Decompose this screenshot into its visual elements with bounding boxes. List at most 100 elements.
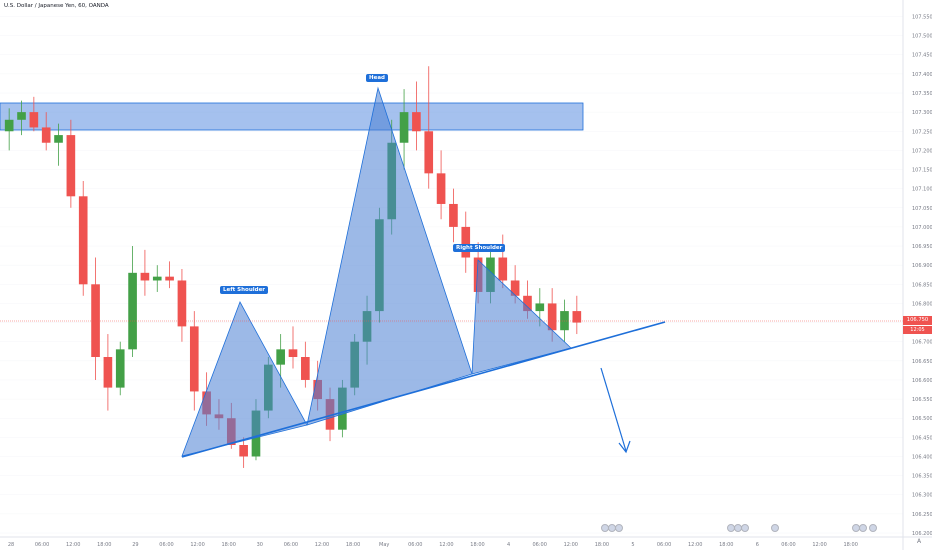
candle-body[interactable] (276, 349, 285, 365)
price-tick-label: 106.650 (912, 359, 932, 365)
price-tick-label: 106.600 (912, 378, 932, 384)
head-label[interactable]: Head (366, 74, 388, 82)
price-tick-label: 107.350 (912, 91, 932, 97)
candle-body[interactable] (17, 112, 26, 120)
candle-body[interactable] (412, 112, 421, 132)
candle-body[interactable] (91, 284, 100, 357)
time-tick-label: May (379, 542, 389, 548)
candle-body[interactable] (29, 112, 39, 128)
candle-body[interactable] (239, 445, 248, 457)
price-tick-label: 107.150 (912, 168, 932, 174)
candle-body[interactable] (498, 257, 508, 281)
time-tick-label: 06:00 (532, 542, 546, 548)
projection-arrow[interactable] (600, 367, 631, 454)
resistance-zone[interactable] (0, 102, 584, 131)
price-tick-label: 107.500 (912, 34, 932, 40)
candle-body[interactable] (177, 280, 187, 327)
candle-body[interactable] (128, 272, 137, 350)
time-tick-label: 6 (756, 542, 759, 548)
time-tick-label: 18:00 (843, 542, 857, 548)
time-tick-label: 18:00 (470, 542, 484, 548)
price-tick-label: 107.200 (912, 148, 932, 154)
candle-body[interactable] (436, 173, 446, 204)
candle-body[interactable] (41, 127, 51, 143)
time-tick-label: 5 (631, 542, 634, 548)
time-tick-label: 18:00 (719, 542, 733, 548)
head-triangle[interactable] (306, 86, 473, 426)
candle-body[interactable] (4, 119, 14, 132)
time-tick-label: 12:00 (564, 542, 578, 548)
neckline-trendline[interactable] (181, 321, 666, 458)
economic-event-icon[interactable] (771, 524, 779, 532)
price-tick-label: 107.300 (912, 110, 932, 116)
candle-countdown-badge: 12:05 (903, 326, 932, 334)
price-tick-label: 107.100 (912, 187, 932, 193)
price-tick-label: 106.500 (912, 416, 932, 422)
price-tick-label: 106.250 (912, 512, 932, 518)
time-tick-label: 06:00 (408, 542, 422, 548)
time-tick-label: 12:00 (315, 542, 329, 548)
candle-body[interactable] (560, 311, 569, 331)
time-tick-label: 18:00 (346, 542, 360, 548)
gear-icon[interactable]: A (917, 538, 922, 545)
economic-event-icon[interactable] (859, 524, 867, 532)
candle-body[interactable] (449, 203, 458, 227)
candle-body[interactable] (189, 326, 199, 392)
time-tick-label: 12:00 (439, 542, 453, 548)
candle-body[interactable] (535, 303, 545, 312)
price-tick-label: 106.400 (912, 454, 932, 460)
time-tick-label: 18:00 (595, 542, 609, 548)
price-axis[interactable]: 107.550 107.500 107.450 107.400 107.350 107.3… (912, 14, 932, 537)
candle-body[interactable] (140, 272, 150, 281)
price-tick-label: 107.000 (912, 225, 932, 231)
time-tick-label: 06:00 (284, 542, 298, 548)
price-tick-label: 106.700 (912, 340, 932, 346)
left-shoulder-triangle[interactable] (181, 301, 308, 457)
economic-event-icon[interactable] (869, 524, 877, 532)
candle-body[interactable] (66, 135, 76, 197)
current-price-badge: 106.750 (903, 316, 932, 325)
price-tick-label: 107.400 (912, 72, 932, 78)
price-tick-label: 107.050 (912, 206, 932, 212)
time-tick-label: 18:00 (221, 542, 235, 548)
time-tick-label: 12:00 (66, 542, 80, 548)
time-tick-label: 29 (132, 542, 138, 548)
right-shoulder-label[interactable]: Right Shoulder (453, 244, 506, 252)
left-shoulder-label[interactable]: Left Shoulder (220, 286, 269, 294)
candle-body[interactable] (301, 357, 310, 380)
right-shoulder-triangle[interactable] (471, 259, 572, 375)
price-tick-label: 106.200 (912, 531, 932, 537)
time-tick-label: 28 (8, 542, 14, 548)
economic-event-icon[interactable] (741, 524, 749, 532)
price-tick-label: 106.350 (912, 474, 932, 480)
candle-body[interactable] (424, 131, 434, 174)
time-tick-label: 06:00 (159, 542, 173, 548)
candle-body[interactable] (572, 311, 582, 323)
symbol-title[interactable]: U.S. Dollar / Japanese Yen, 60, OANDA (4, 3, 109, 9)
time-tick-label: 18:00 (97, 542, 111, 548)
candle-body[interactable] (103, 357, 113, 388)
time-tick-label: 12:00 (190, 542, 204, 548)
time-tick-label: 30 (257, 542, 263, 548)
candle-body[interactable] (399, 112, 409, 143)
price-tick-label: 107.250 (912, 129, 932, 135)
price-tick-label: 106.850 (912, 282, 932, 288)
candle-body[interactable] (152, 276, 162, 281)
candle-body[interactable] (523, 295, 532, 312)
candle-body[interactable] (165, 276, 174, 281)
candle-body[interactable] (115, 349, 125, 388)
price-tick-label: 106.450 (912, 435, 932, 441)
time-tick-label: 12:00 (812, 542, 826, 548)
candle-body[interactable] (78, 196, 88, 285)
candle-body[interactable] (547, 303, 557, 331)
candle-body[interactable] (510, 280, 520, 296)
candle-body[interactable] (461, 226, 471, 258)
economic-event-icon[interactable] (615, 524, 623, 532)
price-tick-label: 107.450 (912, 53, 932, 59)
candle-body[interactable] (54, 135, 63, 143)
time-tick-label: 4 (507, 542, 510, 548)
time-axis[interactable]: 28 06:00 12:00 18:00 29 06:00 12:00 18:00 30 06:0… (8, 542, 858, 548)
candle-body[interactable] (288, 349, 298, 357)
